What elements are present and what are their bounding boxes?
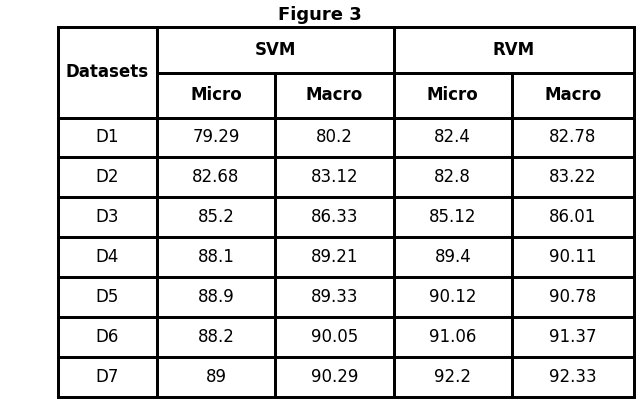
Bar <box>394 317 512 357</box>
Bar <box>512 277 634 317</box>
Text: Macro: Macro <box>544 86 602 104</box>
Text: 82.68: 82.68 <box>192 169 240 186</box>
Text: 89.4: 89.4 <box>435 248 471 266</box>
Bar <box>58 317 157 357</box>
Text: 86.01: 86.01 <box>549 208 596 226</box>
Bar <box>512 357 634 397</box>
Text: D5: D5 <box>95 288 119 306</box>
Text: D2: D2 <box>95 169 119 186</box>
Text: 90.29: 90.29 <box>310 368 358 386</box>
Text: 79.29: 79.29 <box>192 129 240 146</box>
Text: Macro: Macro <box>306 86 363 104</box>
Bar <box>394 357 512 397</box>
Bar <box>512 118 634 157</box>
Text: RVM: RVM <box>493 41 534 59</box>
Text: 86.33: 86.33 <box>310 208 358 226</box>
Bar <box>275 157 394 197</box>
Text: 89.33: 89.33 <box>310 288 358 306</box>
Bar <box>157 27 394 73</box>
Text: D6: D6 <box>95 328 119 346</box>
Text: 88.2: 88.2 <box>198 328 234 346</box>
Text: 92.2: 92.2 <box>435 368 471 386</box>
Bar <box>157 73 275 118</box>
Bar <box>157 277 275 317</box>
Bar <box>157 317 275 357</box>
Bar <box>512 157 634 197</box>
Bar <box>58 357 157 397</box>
Text: Datasets: Datasets <box>66 63 148 81</box>
Text: 90.78: 90.78 <box>549 288 596 306</box>
Bar <box>512 73 634 118</box>
Bar <box>275 277 394 317</box>
Text: D4: D4 <box>95 248 119 266</box>
Bar <box>58 237 157 277</box>
Text: 82.4: 82.4 <box>435 129 471 146</box>
Bar <box>394 118 512 157</box>
Bar <box>157 157 275 197</box>
Text: 88.9: 88.9 <box>198 288 234 306</box>
Text: D7: D7 <box>95 368 119 386</box>
Text: D3: D3 <box>95 208 119 226</box>
Text: 85.2: 85.2 <box>198 208 234 226</box>
Text: 91.06: 91.06 <box>429 328 477 346</box>
Bar <box>512 317 634 357</box>
Bar <box>275 357 394 397</box>
Bar <box>394 237 512 277</box>
Bar <box>512 237 634 277</box>
Bar <box>157 118 275 157</box>
Bar <box>394 27 634 73</box>
Bar <box>58 157 157 197</box>
Text: 83.22: 83.22 <box>549 169 596 186</box>
Bar <box>394 277 512 317</box>
Bar <box>275 197 394 237</box>
Bar <box>512 197 634 237</box>
Text: 92.33: 92.33 <box>549 368 596 386</box>
Text: 89.21: 89.21 <box>310 248 358 266</box>
Bar <box>275 118 394 157</box>
Bar <box>394 73 512 118</box>
Text: 90.12: 90.12 <box>429 288 477 306</box>
Text: 90.11: 90.11 <box>549 248 596 266</box>
Bar <box>58 197 157 237</box>
Text: Figure 3: Figure 3 <box>278 6 362 24</box>
Bar <box>394 197 512 237</box>
Bar <box>58 27 157 118</box>
Text: 80.2: 80.2 <box>316 129 353 146</box>
Text: 90.05: 90.05 <box>311 328 358 346</box>
Bar <box>394 157 512 197</box>
Bar <box>275 317 394 357</box>
Text: 83.12: 83.12 <box>310 169 358 186</box>
Bar <box>275 73 394 118</box>
Bar <box>275 237 394 277</box>
Text: 85.12: 85.12 <box>429 208 477 226</box>
Bar <box>157 197 275 237</box>
Text: 88.1: 88.1 <box>198 248 234 266</box>
Bar <box>157 357 275 397</box>
Bar <box>58 277 157 317</box>
Text: Micro: Micro <box>427 86 479 104</box>
Text: 82.8: 82.8 <box>435 169 471 186</box>
Text: 89: 89 <box>205 368 227 386</box>
Bar <box>157 237 275 277</box>
Text: 91.37: 91.37 <box>549 328 596 346</box>
Text: D1: D1 <box>95 129 119 146</box>
Text: 82.78: 82.78 <box>549 129 596 146</box>
Bar <box>58 118 157 157</box>
Text: SVM: SVM <box>255 41 296 59</box>
Text: Micro: Micro <box>190 86 242 104</box>
